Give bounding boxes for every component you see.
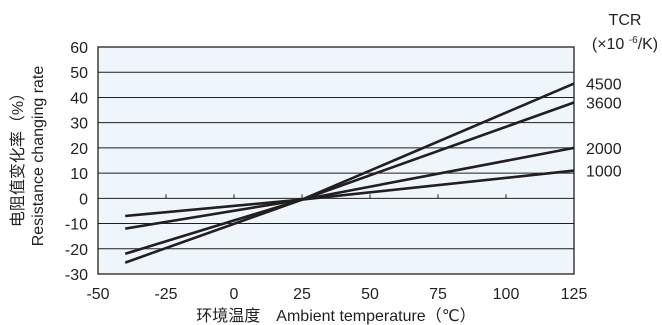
y-tick-label: 30 xyxy=(70,116,88,133)
gridlines xyxy=(98,71,574,250)
x-tick-labels: -50 -25 0 25 50 75 100 125 xyxy=(86,286,587,303)
x-tick-label: 0 xyxy=(230,286,239,303)
zero-line-ticks xyxy=(165,194,507,199)
y-tick-label: -20 xyxy=(65,242,88,259)
x-tick-label: 100 xyxy=(493,286,520,303)
x-axis-label: 环境温度 Ambient temperature（℃） xyxy=(196,306,475,325)
y-tick-label: 60 xyxy=(70,40,88,57)
legend-title: TCR xyxy=(609,12,642,29)
x-tick-label: 75 xyxy=(429,286,447,303)
y-tick-label: -30 xyxy=(65,267,88,284)
y-axis-label-cn: 电阻值变化率（%） xyxy=(9,85,27,227)
y-tick-label: 0 xyxy=(79,191,88,208)
x-tick-label: -50 xyxy=(86,286,109,303)
y-axis-label-en: Resistance changing rate xyxy=(30,66,47,247)
plot-background xyxy=(98,47,574,274)
y-tick-label: 10 xyxy=(70,166,88,183)
plot-frame xyxy=(97,46,575,275)
y-tick-labels: -30 -20 -10 0 10 20 30 40 50 60 xyxy=(65,40,88,284)
x-tick-label: -25 xyxy=(154,286,177,303)
series-line-1000 xyxy=(125,169,575,218)
series-label-3600: 3600 xyxy=(586,95,622,112)
y-tick-label: -10 xyxy=(65,217,88,234)
x-tick-label: 125 xyxy=(561,286,588,303)
series-label-1000: 1000 xyxy=(586,164,622,181)
y-tick-label: 50 xyxy=(70,65,88,82)
y-tick-label: 20 xyxy=(70,141,88,158)
y-tick-label: 40 xyxy=(70,90,88,107)
x-tick-label: 50 xyxy=(361,286,379,303)
series-label-2000: 2000 xyxy=(586,141,622,158)
x-tick-label: 25 xyxy=(293,286,311,303)
legend-unit: (×10 -6/K) xyxy=(592,35,658,53)
series-lines xyxy=(124,82,575,264)
series-label-4500: 4500 xyxy=(586,77,622,94)
